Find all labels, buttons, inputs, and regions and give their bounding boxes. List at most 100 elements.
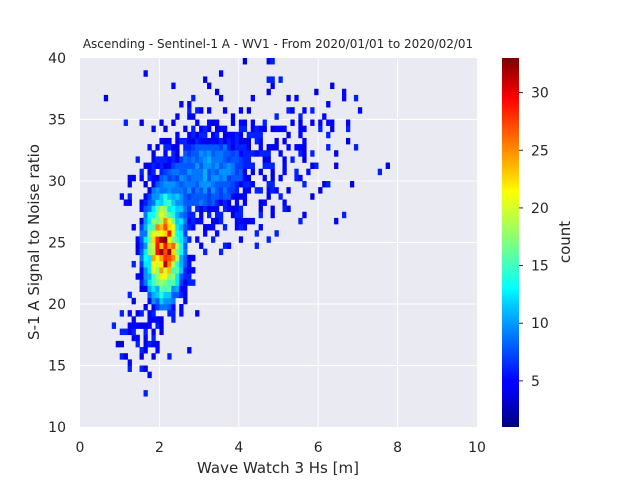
heatmap-cell	[139, 242, 144, 249]
heatmap-cell	[151, 162, 156, 169]
heatmap-cell	[195, 162, 200, 169]
heatmap-cell	[330, 82, 335, 90]
heatmap-cell	[238, 181, 244, 188]
heatmap-cell	[214, 144, 220, 151]
heatmap-cell	[242, 150, 248, 157]
heatmap-cell	[151, 304, 156, 311]
heatmap-cell	[234, 205, 240, 213]
heatmap-cell	[199, 162, 204, 169]
heatmap-cell	[143, 260, 148, 268]
heatmap-cell	[175, 187, 180, 194]
heatmap-cell	[242, 217, 248, 225]
heatmap-cell	[234, 187, 240, 194]
heatmap-cell	[250, 217, 255, 225]
heatmap-cell	[147, 230, 152, 237]
heatmap-cell	[353, 94, 359, 102]
heatmap-cell	[175, 217, 180, 225]
heatmap-cell	[242, 156, 248, 163]
heatmap-cell	[258, 131, 263, 139]
heatmap-cell	[230, 205, 236, 213]
heatmap-cell	[242, 199, 248, 206]
heatmap-cell	[230, 181, 236, 188]
heatmap-cell	[155, 193, 160, 200]
heatmap-cell	[270, 82, 275, 90]
heatmap-cell	[258, 211, 263, 219]
heatmap-cell	[207, 205, 212, 213]
heatmap-cell	[179, 304, 184, 311]
heatmap-cell	[183, 168, 188, 176]
heatmap-cell	[159, 174, 164, 182]
heatmap-cell	[250, 168, 255, 176]
heatmap-cell	[151, 193, 156, 200]
heatmap-cell	[163, 217, 168, 225]
heatmap-cell	[326, 181, 331, 188]
heatmap-cell	[238, 137, 244, 145]
heatmap-cell	[222, 174, 228, 182]
heatmap-cell	[258, 187, 263, 194]
heatmap-cell	[214, 230, 220, 237]
heatmap-cell	[310, 107, 315, 114]
heatmap-cell	[222, 199, 228, 206]
heatmap-cell	[191, 181, 196, 188]
heatmap-cell	[171, 310, 176, 317]
heatmap-cell	[199, 181, 204, 188]
heatmap-cell	[207, 193, 212, 200]
heatmap-cell	[222, 205, 228, 213]
heatmap-cell	[199, 168, 204, 176]
heatmap-cell	[238, 107, 244, 114]
heatmap-cell	[163, 236, 168, 243]
heatmap-cell	[377, 168, 383, 176]
heatmap-cell	[163, 205, 168, 213]
heatmap-cell	[266, 162, 271, 169]
heatmap-cell	[179, 101, 184, 108]
heatmap-cell	[163, 285, 168, 292]
heatmap-cell	[163, 150, 168, 157]
heatmap-cell	[214, 193, 220, 200]
heatmap-cell	[274, 113, 279, 120]
heatmap-cell	[155, 254, 160, 262]
heatmap-cell	[143, 304, 148, 311]
heatmap-cell	[151, 168, 156, 176]
heatmap-cell	[167, 181, 172, 188]
heatmap-cell	[159, 211, 164, 219]
heatmap-cell	[155, 162, 160, 169]
heatmap-cell	[167, 236, 172, 243]
heatmap-cell	[159, 322, 164, 329]
heatmap-cell	[175, 236, 180, 243]
heatmap-cell	[207, 174, 212, 182]
heatmap-cell	[179, 248, 184, 256]
heatmap-cell	[187, 273, 192, 280]
heatmap-cell	[207, 137, 212, 145]
heatmap-cell	[238, 131, 244, 139]
heatmap-cell	[282, 125, 287, 133]
heatmap-cell	[238, 211, 244, 219]
heatmap-cell	[222, 242, 228, 249]
heatmap-cell	[151, 297, 156, 305]
y-tick-label: 25	[48, 236, 66, 252]
heatmap-cell	[234, 181, 240, 188]
heatmap-cell	[214, 205, 220, 213]
heatmap-cell	[179, 205, 184, 213]
colorbar-tick-label: 15	[531, 259, 549, 275]
heatmap-cell	[119, 310, 124, 317]
heatmap-cell	[183, 242, 188, 249]
heatmap-cell	[187, 174, 192, 182]
heatmap-cell	[242, 193, 248, 200]
heatmap-cell	[151, 291, 156, 299]
heatmap-cell	[262, 125, 267, 133]
heatmap-cell	[175, 137, 180, 145]
x-tick-label: 8	[393, 440, 402, 456]
heatmap-cell	[171, 291, 176, 299]
heatmap-cell	[183, 125, 188, 133]
heatmap-cell	[191, 156, 196, 163]
heatmap-cell	[195, 107, 200, 114]
heatmap-cell	[195, 156, 200, 163]
heatmap-cell	[183, 279, 188, 286]
heatmap-cell	[203, 224, 208, 231]
heatmap-cell	[143, 242, 148, 249]
heatmap-cell	[127, 322, 132, 329]
heatmap-cell	[151, 217, 156, 225]
heatmap-cell	[238, 193, 244, 200]
heatmap-cell	[139, 254, 144, 262]
heatmap-cell	[187, 113, 192, 120]
